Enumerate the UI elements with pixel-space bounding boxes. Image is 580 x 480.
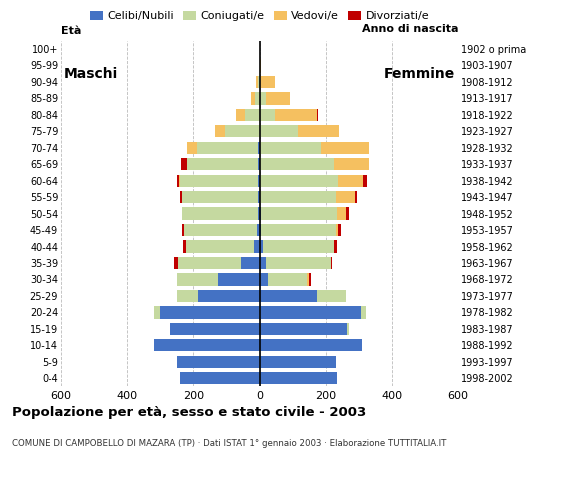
Text: Anno di nascita: Anno di nascita — [362, 24, 458, 34]
Bar — [180, 175, 258, 187]
Bar — [260, 240, 263, 252]
Bar — [260, 158, 334, 170]
Bar — [180, 191, 182, 204]
Bar — [256, 76, 258, 88]
Bar — [354, 191, 357, 204]
Bar — [338, 175, 363, 187]
Bar — [255, 92, 260, 105]
Bar — [260, 76, 276, 88]
Bar — [321, 142, 369, 154]
Text: Popolazione per età, sesso e stato civile - 2003: Popolazione per età, sesso e stato civil… — [12, 406, 366, 419]
Text: Età: Età — [61, 26, 81, 36]
Bar — [187, 158, 258, 170]
Bar — [180, 372, 260, 384]
Bar — [261, 224, 336, 236]
Bar — [260, 207, 261, 220]
Bar — [276, 108, 317, 121]
Bar — [260, 125, 298, 137]
Bar — [177, 175, 179, 187]
Bar — [160, 306, 260, 319]
Bar — [298, 125, 339, 137]
Bar — [309, 273, 311, 286]
Bar — [260, 60, 261, 72]
Bar — [182, 191, 258, 204]
Bar — [241, 257, 260, 269]
Bar — [183, 240, 186, 252]
Bar — [177, 290, 198, 302]
Bar — [225, 125, 260, 137]
Bar — [258, 142, 260, 154]
Bar — [154, 306, 160, 319]
Legend: Celibi/Nubili, Coniugati/e, Vedovi/e, Divorziati/e: Celibi/Nubili, Coniugati/e, Vedovi/e, Di… — [85, 7, 434, 25]
Bar — [261, 207, 337, 220]
Bar — [336, 191, 354, 204]
Bar — [215, 125, 225, 137]
Bar — [258, 207, 260, 220]
Bar — [154, 339, 260, 351]
Bar — [317, 290, 346, 302]
Bar — [177, 356, 260, 368]
Bar — [260, 273, 268, 286]
Bar — [179, 175, 180, 187]
Bar — [260, 175, 338, 187]
Bar — [258, 175, 260, 187]
Bar — [257, 224, 260, 236]
Bar — [198, 290, 260, 302]
Bar — [245, 108, 260, 121]
Bar — [175, 257, 179, 269]
Bar — [260, 306, 361, 319]
Bar — [170, 323, 260, 335]
Bar — [218, 273, 260, 286]
Bar — [260, 356, 336, 368]
Bar — [260, 339, 362, 351]
Bar — [258, 158, 260, 170]
Bar — [331, 257, 332, 269]
Bar — [184, 224, 257, 236]
Bar — [260, 191, 336, 204]
Bar — [253, 240, 260, 252]
Bar — [317, 108, 318, 121]
Bar — [258, 76, 260, 88]
Bar — [346, 207, 349, 220]
Bar — [237, 108, 245, 121]
Bar — [266, 92, 291, 105]
Bar — [187, 142, 197, 154]
Bar — [182, 224, 184, 236]
Bar — [186, 240, 253, 252]
Bar — [258, 191, 260, 204]
Bar — [336, 224, 338, 236]
Bar — [251, 92, 255, 105]
Bar — [334, 158, 369, 170]
Bar — [263, 240, 334, 252]
Bar — [260, 92, 266, 105]
Bar — [334, 240, 337, 252]
Bar — [260, 257, 266, 269]
Bar — [260, 224, 261, 236]
Bar — [177, 273, 218, 286]
Bar — [361, 306, 367, 319]
Text: COMUNE DI CAMPOBELLO DI MAZARA (TP) · Dati ISTAT 1° gennaio 2003 · Elaborazione : COMUNE DI CAMPOBELLO DI MAZARA (TP) · Da… — [12, 439, 446, 448]
Bar — [266, 257, 331, 269]
Bar — [260, 290, 317, 302]
Bar — [337, 207, 346, 220]
Bar — [363, 175, 367, 187]
Bar — [260, 323, 347, 335]
Bar — [347, 323, 349, 335]
Bar — [307, 273, 309, 286]
Bar — [268, 273, 307, 286]
Text: Maschi: Maschi — [64, 67, 118, 81]
Bar — [260, 372, 338, 384]
Bar — [197, 142, 258, 154]
Bar — [181, 158, 187, 170]
Text: Femmine: Femmine — [383, 67, 455, 81]
Bar — [179, 257, 241, 269]
Bar — [260, 108, 276, 121]
Bar — [182, 207, 258, 220]
Bar — [338, 224, 341, 236]
Bar — [260, 142, 321, 154]
